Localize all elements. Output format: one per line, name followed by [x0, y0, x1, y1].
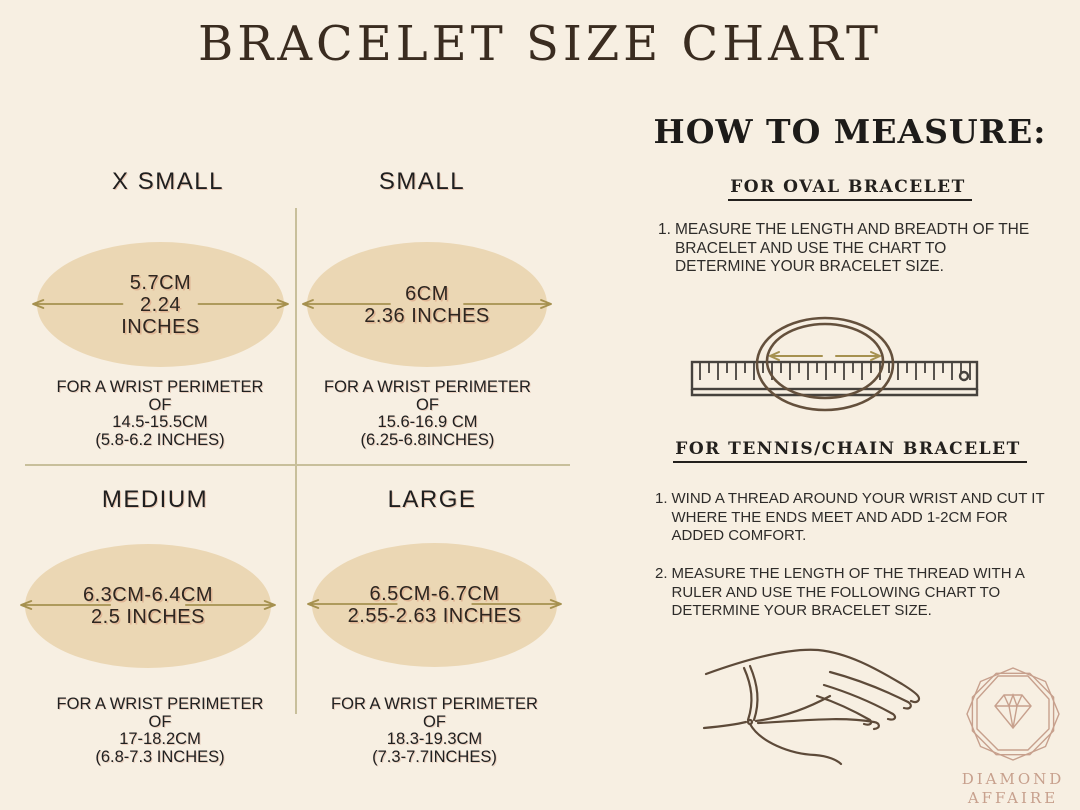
ruler-ticks	[699, 363, 971, 380]
oval-bracelet-heading: FOR OVAL BRACELET	[620, 177, 1080, 201]
wrist-perimeter-medium: FOR A WRIST PERIMETER OF 17-18.2CM (6.8-…	[10, 695, 310, 766]
hand-thread-illustration	[702, 648, 921, 766]
size-oval-small: 6CM 2.36 INCHES	[302, 242, 552, 367]
diameter-line: INCHES	[121, 315, 200, 338]
wrist-line: 15.6-16.9 CM	[377, 413, 478, 431]
step-text: WIND A THREAD AROUND YOUR WRIST AND CUT …	[671, 490, 1045, 544]
step-text: MEASURE THE LENGTH AND BREADTH OF THE BR…	[674, 221, 1030, 275]
size-oval-large: 6.5CM-6.7CM 2.55-2.63 INCHES	[307, 543, 562, 667]
wrist-line: 14.5-15.5CM	[112, 413, 208, 431]
wrist-line: FOR A WRIST PERIMETER	[56, 378, 264, 396]
diameter-line: 2.5 INCHES	[91, 606, 205, 628]
brand-name-line2: AFFAIRE	[967, 789, 1059, 807]
wrist-line: 17-18.2CM	[119, 730, 201, 748]
measure-arrow-icon	[20, 600, 276, 610]
size-oval-medium: 6.3CM-6.4CM 2.5 INCHES	[20, 544, 276, 668]
ruler-measure-illustration	[690, 316, 979, 412]
step-number: 2.	[655, 565, 668, 582]
tennis-step-2: 2. MEASURE THE LENGTH OF THE THREAD WITH…	[655, 565, 1047, 621]
diameter-line: 2.55-2.63 INCHES	[347, 605, 522, 627]
wrist-line: 18.3-19.3CM	[386, 730, 483, 748]
divider-vertical	[295, 208, 297, 714]
wrist-line: (6.8-7.3 INCHES)	[95, 747, 225, 766]
wrist-line: FOR A WRIST PERIMETER	[324, 378, 531, 396]
tennis-bracelet-heading: FOR TENNIS/CHAIN BRACELET	[620, 439, 1080, 463]
wrist-line: (7.3-7.7INCHES)	[372, 747, 497, 766]
tennis-step-1: 1. WIND A THREAD AROUND YOUR WRIST AND C…	[655, 490, 1047, 546]
wrist-line: (5.8-6.2 INCHES)	[95, 430, 225, 449]
wrist-line: FOR A WRIST PERIMETER	[56, 695, 264, 713]
diameter-text-xsmall: 5.7CM 2.24 INCHES	[121, 272, 200, 338]
diameter-line: 6.5CM-6.7CM	[369, 583, 500, 605]
wrist-perimeter-large: FOR A WRIST PERIMETER OF 18.3-19.3CM (7.…	[297, 695, 572, 766]
measure-arrow-icon	[32, 298, 289, 309]
size-label-medium: MEDIUM	[101, 486, 209, 513]
brand-logo: DIAMOND AFFAIRE	[950, 666, 1076, 808]
how-to-measure-heading: HOW TO MEASURE:	[653, 112, 1047, 151]
oval-step-1: 1. MEASURE THE LENGTH AND BREADTH OF THE…	[658, 221, 1030, 277]
diameter-line: 2.36 INCHES	[364, 304, 490, 327]
diameter-line: 5.7CM	[129, 271, 192, 294]
divider-horizontal	[25, 464, 570, 466]
measure-arrow-icon	[769, 351, 881, 361]
measure-arrow-icon	[302, 298, 552, 309]
size-oval-xsmall: 5.7CM 2.24 INCHES	[32, 242, 289, 367]
diameter-line: 6CM	[405, 282, 449, 305]
size-label-xsmall: X SMALL	[112, 168, 224, 195]
step-text: MEASURE THE LENGTH OF THE THREAD WITH A …	[671, 565, 1025, 619]
step-number: 1.	[655, 490, 668, 507]
wrist-perimeter-xsmall: FOR A WRIST PERIMETER OF 14.5-15.5CM (5.…	[10, 378, 310, 449]
diameter-text-large: 6.5CM-6.7CM 2.55-2.63 INCHES	[348, 583, 522, 627]
wrist-line: OF	[148, 395, 172, 414]
brand-name: DIAMOND AFFAIRE	[950, 770, 1076, 808]
diameter-text-small: 6CM 2.36 INCHES	[364, 283, 490, 327]
wrist-line: OF	[423, 712, 446, 731]
wrist-line: OF	[416, 395, 439, 414]
step-number: 1.	[658, 221, 671, 238]
wrist-perimeter-small: FOR A WRIST PERIMETER OF 15.6-16.9 CM (6…	[290, 378, 565, 449]
diameter-text-medium: 6.3CM-6.4CM 2.5 INCHES	[83, 584, 213, 628]
wrist-line: OF	[148, 712, 172, 731]
page-title: BRACELET SIZE CHART	[197, 16, 883, 72]
bangle-oval-icon	[755, 316, 895, 412]
diameter-line: 6.3CM-6.4CM	[83, 584, 213, 606]
wrist-line: FOR A WRIST PERIMETER	[331, 695, 538, 713]
size-label-large: LARGE	[387, 486, 477, 513]
brand-name-line1: DIAMOND	[961, 770, 1065, 788]
measure-arrow-icon	[307, 599, 562, 609]
wrist-line: (6.25-6.8INCHES)	[360, 430, 495, 449]
diamond-logo-icon	[966, 667, 1060, 761]
size-label-small: SMALL	[378, 168, 466, 195]
diameter-line: 2.24	[140, 293, 181, 316]
